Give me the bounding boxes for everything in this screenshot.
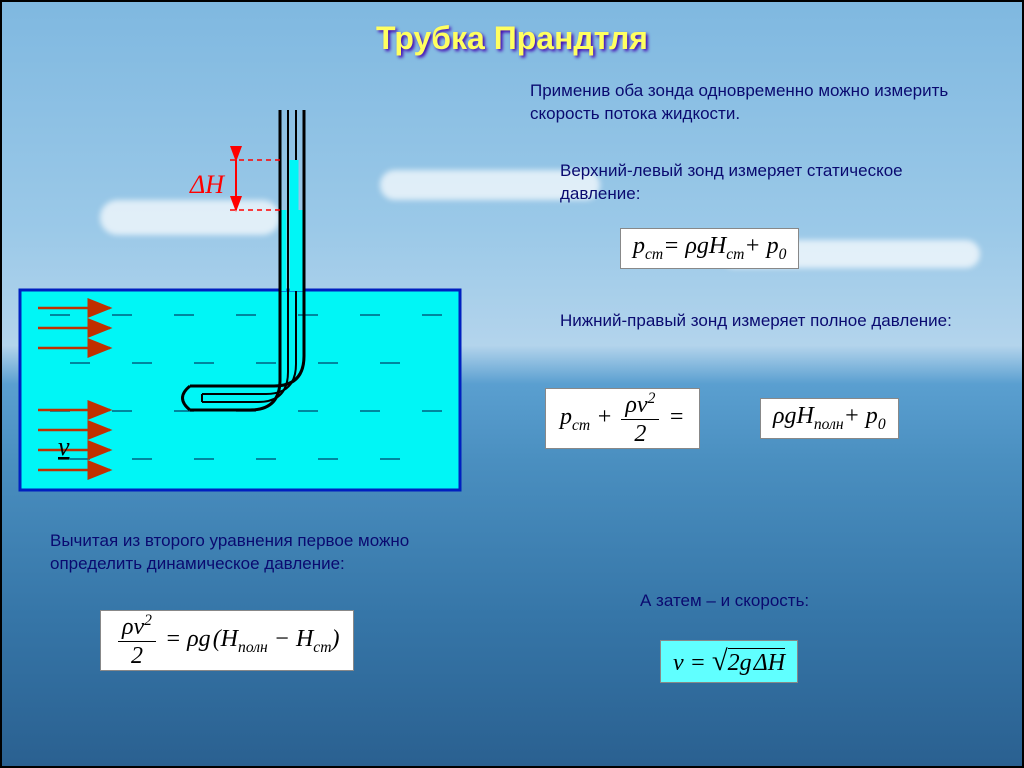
diagram-svg: v ΔH bbox=[0, 80, 480, 500]
full-formula-left: pст + ρv22 = bbox=[545, 388, 700, 449]
static-formula: pст= ρgHст+ p0 bbox=[620, 228, 799, 269]
svg-text:v: v bbox=[58, 432, 70, 461]
dynamic-label: Вычитая из второго уравнения первое можн… bbox=[50, 530, 500, 576]
dynamic-formula: ρv22 = ρg (Hполн − Hст) bbox=[100, 610, 354, 671]
speed-formula: v = √2g ΔH bbox=[660, 640, 798, 683]
prandtl-diagram: v ΔH bbox=[0, 80, 480, 480]
full-label: Нижний-правый зонд измеряет полное давле… bbox=[560, 310, 960, 333]
slide-title: Трубка Прандтля bbox=[376, 20, 648, 57]
speed-label: А затем – и скорость: bbox=[640, 590, 940, 613]
static-label: Верхний-левый зонд измеряет статическое … bbox=[560, 160, 960, 206]
full-formula-right: ρgHполн+ p0 bbox=[760, 398, 899, 439]
intro-text: Применив оба зонда одновременно можно из… bbox=[530, 80, 980, 126]
svg-text:ΔH: ΔH bbox=[189, 170, 225, 199]
